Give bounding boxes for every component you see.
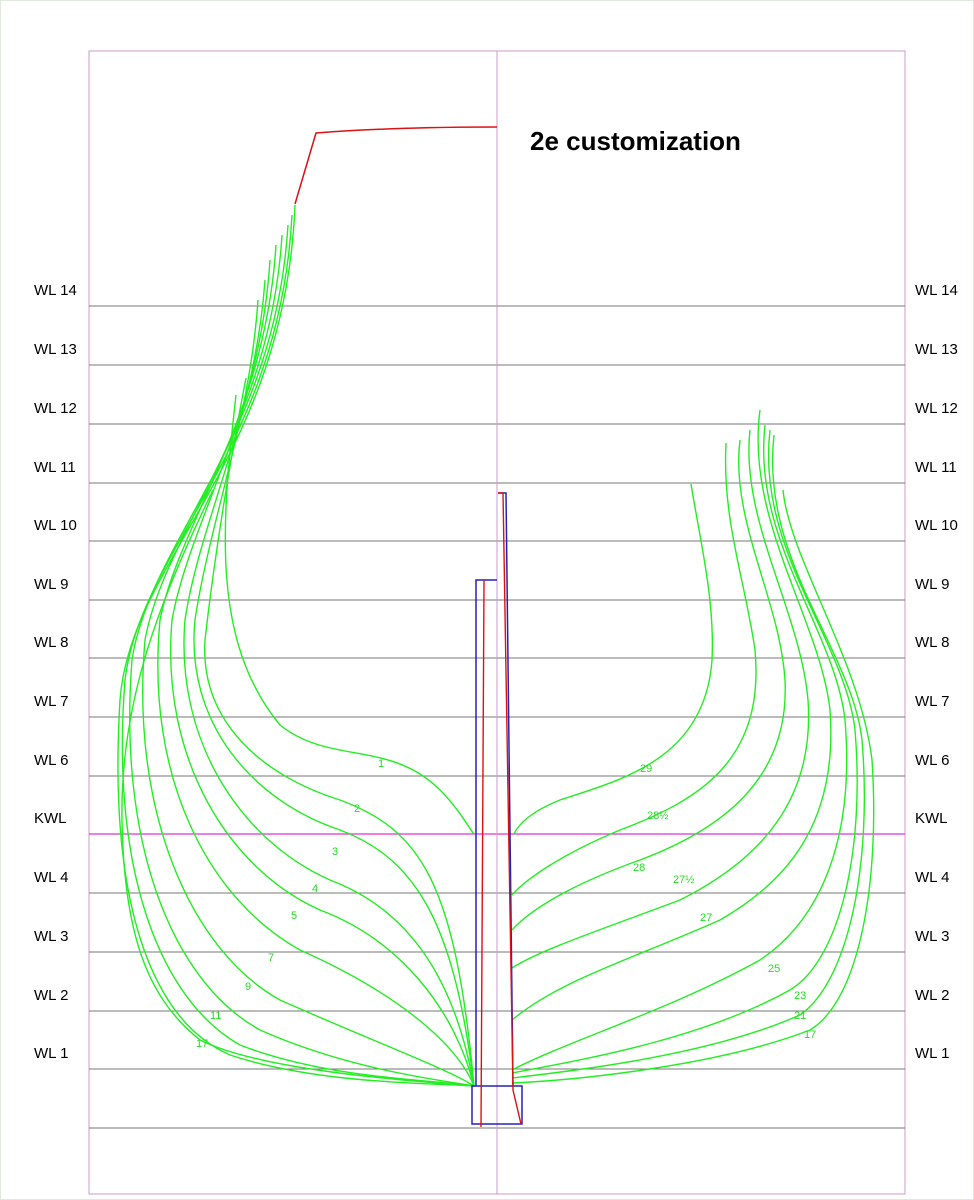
section-label: 25 — [768, 963, 780, 975]
section-label: 29 — [640, 763, 652, 775]
section-label: 9 — [245, 981, 251, 993]
left-section-labels: 1 2 3 4 5 7 9 11 17 — [196, 758, 384, 1050]
right-section-curves — [511, 409, 875, 1084]
right-section-labels: 29 28½ 28 27½ 27 25 23 21 17 — [633, 763, 816, 1041]
stem-sheer-line — [294, 126, 498, 205]
section-curve-1-upper — [224, 394, 475, 835]
section-curve-27-half — [511, 429, 810, 969]
waterline-label-left: WL 12 — [34, 400, 77, 417]
section-label: 28½ — [647, 810, 668, 822]
section-curve-29 — [513, 483, 714, 835]
section-curve-bottom-left — [121, 489, 475, 1087]
waterline-label-right: WL 6 — [915, 752, 949, 769]
waterline-label-left: WL 1 — [34, 1045, 68, 1062]
section-label: 4 — [312, 883, 318, 895]
waterline-label-left: WL 10 — [34, 517, 77, 534]
waterline-label-left: WL 7 — [34, 693, 68, 710]
section-curve-28 — [511, 439, 786, 931]
waterline-label-right: WL 9 — [915, 576, 949, 593]
waterline-label-right: KWL — [915, 810, 948, 827]
section-curve-21 — [511, 434, 866, 1079]
waterline-label-left: WL 2 — [34, 987, 68, 1004]
waterline-label-left: WL 13 — [34, 341, 77, 358]
section-label: 28 — [633, 862, 645, 874]
section-label: 17 — [804, 1029, 816, 1041]
waterline-label-right: WL 10 — [915, 517, 958, 534]
section-curve-9 — [129, 224, 475, 1087]
waterline-label-left: WL 8 — [34, 634, 68, 651]
section-curve-28-half — [511, 442, 757, 896]
section-label: 7 — [268, 952, 274, 964]
section-curve-25 — [511, 424, 848, 1071]
sternpost-left — [480, 580, 485, 1128]
drawing-title: 2e customization — [530, 126, 741, 156]
waterline-label-left: WL 3 — [34, 928, 68, 945]
waterline-label-left: WL 6 — [34, 752, 68, 769]
section-label: 21 — [794, 1010, 806, 1022]
section-curve-17-right — [511, 489, 875, 1084]
section-label: 3 — [332, 846, 338, 858]
waterline-label-right: WL 14 — [915, 282, 958, 299]
section-curve-27 — [511, 409, 832, 1021]
waterline-label-right: WL 8 — [915, 634, 949, 651]
section-label: 23 — [794, 990, 806, 1002]
sternpost — [480, 492, 522, 1128]
waterline-label-right: WL 13 — [915, 341, 958, 358]
waterline-label-right: WL 4 — [915, 869, 949, 886]
left-section-curves — [117, 204, 475, 1087]
section-curve-2 — [193, 299, 475, 1087]
section-label: 2 — [354, 803, 360, 815]
keel-shoe — [471, 1085, 523, 1125]
waterline-label-left: KWL — [34, 810, 67, 827]
section-label: 27 — [700, 912, 712, 924]
keel-blue-left — [475, 579, 497, 1086]
sternpost-right — [498, 492, 522, 1125]
waterline-label-left: WL 4 — [34, 869, 68, 886]
waterline-label-right: WL 11 — [915, 459, 957, 476]
section-curve-7 — [142, 234, 475, 1087]
waterline-label-left: WL 14 — [34, 282, 77, 299]
waterline-label-right: WL 12 — [915, 400, 958, 417]
section-curve-3 — [183, 279, 475, 1087]
section-label: 27½ — [673, 874, 694, 886]
section-curve-1-lower — [204, 377, 475, 1087]
section-label: 11 — [210, 1010, 221, 1022]
waterline-label-left: WL 11 — [34, 459, 76, 476]
section-curve-23 — [511, 429, 858, 1074]
waterline-label-right: WL 2 — [915, 987, 949, 1004]
section-label: 5 — [291, 910, 297, 922]
waterline-label-right: WL 1 — [915, 1045, 949, 1062]
section-curve-11 — [121, 214, 475, 1087]
waterline-label-left: WL 9 — [34, 576, 68, 593]
waterline-label-right: WL 7 — [915, 693, 949, 710]
section-label: 17 — [196, 1038, 208, 1050]
section-label: 1 — [378, 758, 384, 770]
waterline-label-right: WL 3 — [915, 928, 949, 945]
section-curve-4 — [170, 259, 475, 1087]
